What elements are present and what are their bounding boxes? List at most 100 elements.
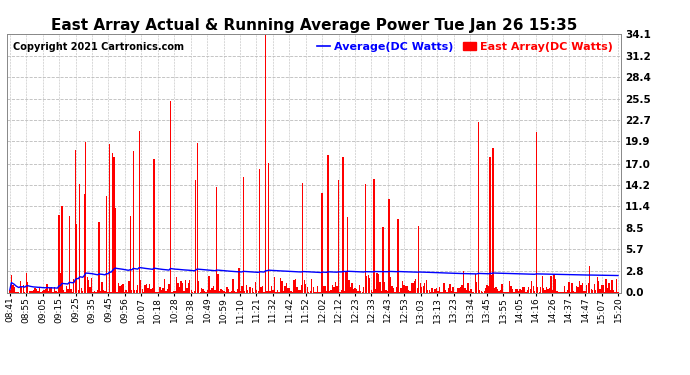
Bar: [261, 287, 262, 292]
Bar: [14, 287, 15, 292]
Bar: [494, 288, 495, 292]
Bar: [475, 274, 476, 292]
Bar: [23, 285, 24, 292]
Bar: [81, 288, 82, 292]
Bar: [411, 283, 412, 292]
Bar: [381, 291, 382, 292]
Bar: [79, 184, 81, 292]
Bar: [257, 291, 259, 292]
Bar: [208, 276, 210, 292]
Bar: [144, 285, 146, 292]
Bar: [168, 285, 170, 292]
Bar: [418, 225, 420, 292]
Bar: [346, 217, 348, 292]
Bar: [500, 290, 501, 292]
Bar: [405, 286, 406, 292]
Bar: [83, 194, 85, 292]
Bar: [185, 280, 186, 292]
Bar: [609, 282, 610, 292]
Bar: [470, 289, 471, 292]
Bar: [70, 289, 72, 292]
Bar: [580, 285, 582, 292]
Bar: [55, 291, 57, 292]
Bar: [320, 291, 322, 292]
Bar: [357, 291, 359, 292]
Legend: Average(DC Watts), East Array(DC Watts): Average(DC Watts), East Array(DC Watts): [315, 39, 615, 54]
Bar: [597, 277, 598, 292]
Bar: [243, 177, 244, 292]
Bar: [601, 285, 602, 292]
Bar: [524, 287, 525, 292]
Bar: [544, 290, 546, 292]
Bar: [306, 286, 308, 292]
Bar: [90, 287, 91, 292]
Bar: [277, 290, 278, 292]
Bar: [317, 286, 318, 292]
Bar: [403, 285, 404, 292]
Bar: [569, 282, 570, 292]
Bar: [431, 288, 433, 292]
Bar: [139, 131, 140, 292]
Bar: [493, 148, 494, 292]
Bar: [435, 289, 436, 292]
Bar: [152, 288, 153, 292]
Bar: [313, 287, 314, 292]
Bar: [422, 286, 424, 292]
Bar: [378, 274, 380, 292]
Bar: [112, 153, 113, 292]
Bar: [521, 290, 522, 292]
Bar: [571, 283, 573, 292]
Bar: [73, 279, 75, 292]
Bar: [371, 290, 372, 292]
Bar: [613, 290, 614, 292]
Bar: [131, 290, 132, 292]
Bar: [32, 291, 33, 292]
Bar: [37, 291, 39, 292]
Bar: [244, 291, 246, 292]
Bar: [297, 290, 299, 292]
Bar: [207, 290, 208, 292]
Bar: [368, 275, 369, 292]
Bar: [34, 288, 36, 292]
Bar: [266, 291, 268, 292]
Bar: [69, 216, 70, 292]
Bar: [91, 278, 92, 292]
Bar: [10, 275, 12, 292]
Bar: [602, 285, 604, 292]
Bar: [449, 284, 451, 292]
Bar: [333, 286, 335, 292]
Bar: [268, 163, 269, 292]
Bar: [103, 290, 104, 292]
Bar: [598, 281, 600, 292]
Bar: [387, 291, 388, 292]
Bar: [125, 290, 126, 292]
Bar: [132, 151, 134, 292]
Bar: [342, 158, 344, 292]
Bar: [511, 286, 512, 292]
Bar: [269, 291, 270, 292]
Bar: [246, 285, 247, 292]
Bar: [344, 291, 345, 292]
Bar: [396, 287, 397, 292]
Bar: [85, 142, 86, 292]
Bar: [616, 279, 618, 292]
Bar: [135, 290, 137, 292]
Bar: [54, 287, 55, 292]
Bar: [122, 284, 124, 292]
Bar: [420, 284, 421, 292]
Bar: [348, 280, 350, 292]
Bar: [540, 288, 542, 292]
Bar: [415, 279, 417, 292]
Bar: [274, 277, 275, 292]
Bar: [106, 196, 107, 292]
Bar: [113, 158, 115, 292]
Bar: [345, 272, 346, 292]
Bar: [63, 290, 64, 292]
Bar: [234, 291, 235, 292]
Bar: [248, 287, 250, 292]
Bar: [197, 143, 198, 292]
Bar: [290, 291, 292, 292]
Bar: [210, 290, 211, 292]
Bar: [502, 284, 503, 292]
Bar: [86, 276, 88, 292]
